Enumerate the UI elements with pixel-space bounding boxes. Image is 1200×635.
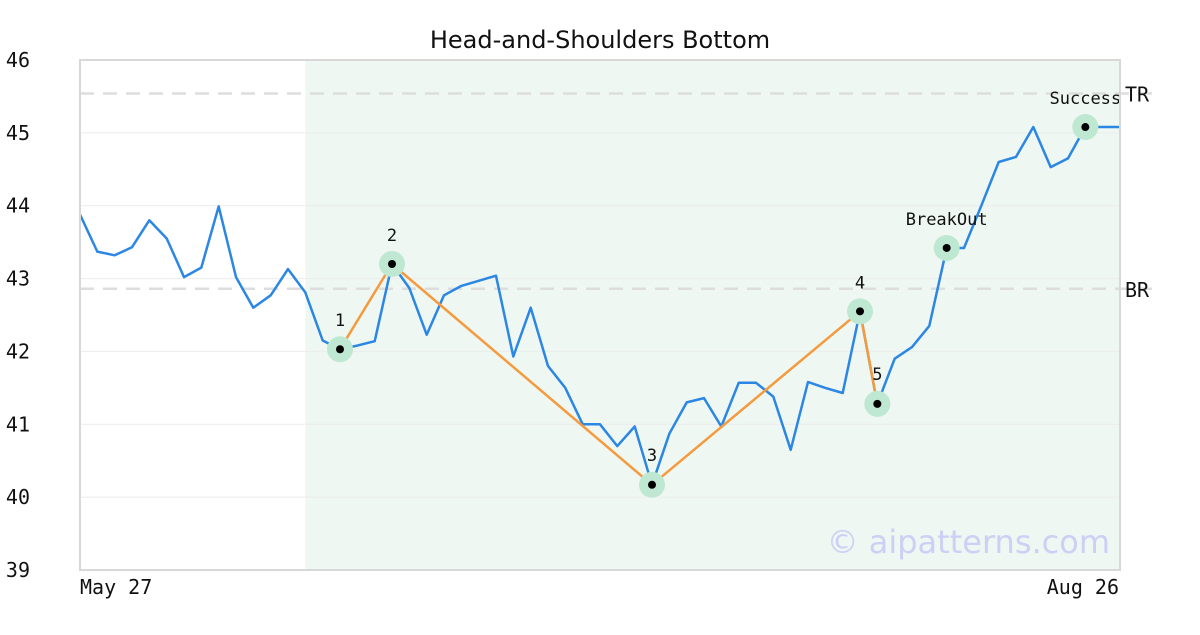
chart-title: Head-and-Shoulders Bottom xyxy=(430,26,770,54)
annotation-breakout-dot xyxy=(942,243,951,252)
reference-label-br: BR xyxy=(1125,278,1150,302)
y-tick-label: 43 xyxy=(6,267,30,291)
pattern-point-2-dot xyxy=(388,260,396,268)
pattern-point-4-dot xyxy=(856,307,864,316)
x-tick-label-start: May 27 xyxy=(80,575,152,599)
annotation-label-breakout: BreakOut xyxy=(906,210,988,230)
annotation-label-success: Success xyxy=(1050,89,1122,109)
pattern-region-highlight xyxy=(305,60,1120,570)
y-tick-label: 42 xyxy=(6,339,30,363)
pattern-point-3-dot xyxy=(648,480,656,489)
y-tick-label: 41 xyxy=(6,412,30,436)
y-tick-label: 44 xyxy=(6,194,30,218)
y-tick-label: 40 xyxy=(6,485,30,509)
annotation-success-dot xyxy=(1081,123,1090,132)
pattern-point-label-1: 1 xyxy=(335,311,345,331)
pattern-point-label-4: 4 xyxy=(855,273,865,293)
plot-frame xyxy=(79,59,1121,571)
pattern-point-1-dot xyxy=(336,345,344,354)
y-tick-label: 45 xyxy=(6,121,30,145)
x-tick-label-end: Aug 26 xyxy=(1047,575,1119,599)
pattern-point-5-dot xyxy=(873,399,882,408)
pattern-point-label-5: 5 xyxy=(872,365,882,385)
y-tick-label: 46 xyxy=(6,48,30,72)
watermark: © aipatterns.com xyxy=(827,523,1110,561)
pattern-point-label-2: 2 xyxy=(387,226,397,246)
pattern-point-label-3: 3 xyxy=(647,446,657,466)
reference-label-tr: TR xyxy=(1125,83,1150,107)
y-tick-label: 39 xyxy=(6,558,30,582)
